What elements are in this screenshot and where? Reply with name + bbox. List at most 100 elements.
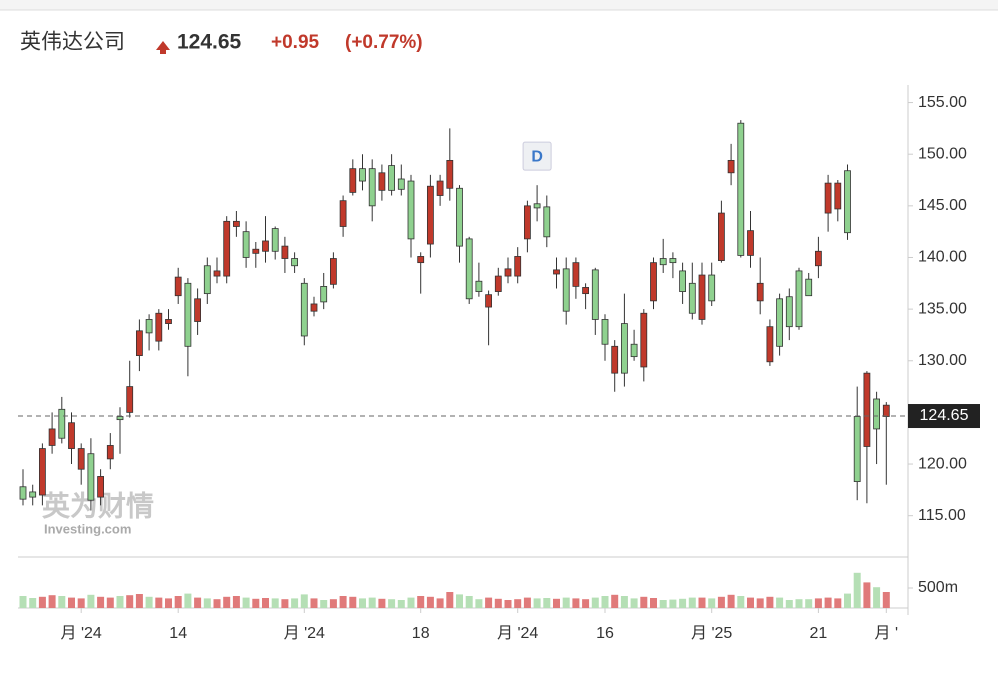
y-tick-label: 135.00 (918, 300, 967, 317)
x-tick-label: 月 '24 (497, 625, 538, 642)
candle-body (281, 245, 289, 259)
candle-body (184, 282, 192, 347)
y-tick-label: 155.00 (918, 94, 967, 111)
candle-body (853, 416, 861, 483)
candle-body (213, 270, 221, 277)
y-tick-label: 145.00 (918, 197, 967, 214)
volume-bar (756, 598, 764, 608)
up-arrow (156, 41, 170, 54)
y-tick-label: 150.00 (918, 145, 967, 162)
candle-body (747, 230, 754, 256)
price-change-pct: (+0.77%) (345, 32, 423, 53)
volume-bar (232, 596, 240, 608)
volume-bar (844, 593, 851, 608)
candle-body (582, 287, 589, 295)
volume-bar (688, 597, 696, 608)
candle-body (824, 182, 832, 214)
candle-body (465, 238, 473, 300)
volume-bar (417, 596, 425, 608)
candle-body (155, 312, 163, 342)
x-tick-label: 21 (810, 625, 828, 642)
candle-body (48, 428, 56, 446)
candle-body (494, 275, 502, 292)
x-tick-label: 18 (412, 625, 430, 642)
volume-bar (97, 596, 105, 608)
volume-bar (300, 594, 308, 608)
y-tick-label: 140.00 (918, 249, 967, 266)
candle-body (640, 312, 648, 368)
candle-body (882, 404, 890, 417)
candle-body (718, 212, 725, 261)
candle-body (446, 159, 454, 189)
candle-body (436, 180, 444, 196)
candle-body (795, 270, 803, 328)
candle-body (630, 343, 638, 358)
volume-bar (436, 598, 444, 608)
volume-bar (679, 598, 687, 608)
volume-bar (659, 600, 667, 608)
volume-bar (776, 597, 784, 608)
volume-bar (533, 598, 541, 608)
volume-bar (834, 598, 842, 608)
volume-bar (349, 596, 357, 608)
candle-body (397, 178, 405, 190)
candle-body (68, 422, 75, 449)
volume-bar (766, 596, 774, 608)
candle-body (815, 250, 822, 267)
candle-body (601, 319, 609, 345)
candle-body (659, 258, 667, 266)
volume-bar (388, 599, 396, 608)
volume-bar (116, 596, 124, 608)
y-tick-label: 120.00 (918, 455, 967, 472)
candle-body (232, 220, 240, 227)
candle-body (514, 256, 522, 277)
volume-bar (795, 599, 803, 608)
candle-body (58, 408, 66, 439)
x-tick-label: 月 '24 (61, 625, 102, 642)
volume-bar (747, 597, 754, 608)
candle-body (737, 122, 745, 256)
candle-body (262, 240, 269, 252)
candle-body (339, 200, 347, 227)
candle-body (727, 159, 735, 174)
volume-bar (281, 599, 289, 608)
volume-bar (329, 599, 337, 608)
candle-body (562, 268, 570, 312)
candle-body (87, 453, 95, 501)
volume-bar (155, 597, 163, 608)
candle-body (194, 298, 202, 322)
candle-body (252, 248, 260, 254)
volume-bar (853, 572, 861, 608)
x-tick-label: 月 '24 (284, 625, 325, 642)
candle-body (19, 486, 27, 500)
volume-bar (106, 597, 114, 608)
volume-bar (582, 599, 590, 608)
volume-bar (426, 596, 434, 608)
candle-body (203, 265, 211, 295)
volume-bar (717, 596, 725, 608)
volume-bar (213, 599, 221, 608)
candle-body (533, 203, 541, 209)
candle-body (407, 180, 415, 240)
y-tick-label: 115.00 (918, 507, 966, 524)
last-price-box (908, 404, 980, 429)
volume-bar (271, 598, 279, 608)
volume-bar (38, 596, 46, 608)
volume-bar (814, 598, 822, 608)
volume-bar (291, 598, 299, 608)
volume-bar (262, 598, 269, 608)
candle-body (650, 262, 657, 302)
candle-body (417, 256, 425, 264)
volume-bar (708, 598, 716, 608)
volume-bar (785, 600, 793, 608)
volume-bar (242, 597, 250, 608)
candle-body (320, 286, 328, 303)
volume-bar (514, 599, 522, 608)
candle-body (688, 282, 696, 314)
volume-bar (368, 597, 376, 608)
x-tick-label: 16 (596, 625, 614, 642)
candle-body (77, 448, 85, 470)
volume-bar (669, 599, 677, 608)
volume-bar (698, 597, 706, 608)
